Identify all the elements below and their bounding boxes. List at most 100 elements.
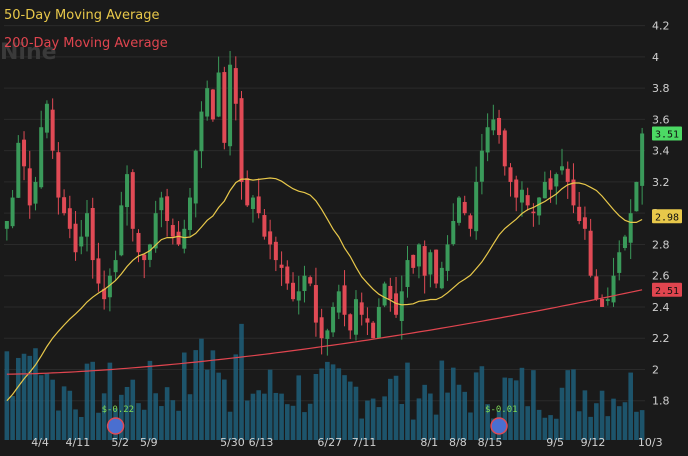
volume-bar: [159, 406, 164, 440]
candle-body: [153, 213, 158, 249]
x-tick-label: 8/1: [420, 436, 438, 449]
candle-body: [479, 150, 484, 182]
volume-bar: [147, 360, 153, 440]
candle-body: [365, 318, 370, 323]
candle-body: [371, 322, 376, 339]
candle-body: [456, 197, 461, 223]
candle-body: [147, 244, 152, 260]
candle-body: [474, 181, 479, 232]
candle-body: [308, 277, 313, 284]
x-tick-label: 8/8: [449, 436, 467, 449]
candle-body: [451, 221, 456, 245]
candle-body: [411, 254, 416, 268]
candle-body: [245, 178, 250, 206]
volume-bar: [61, 386, 67, 440]
volume-bar: [250, 393, 256, 440]
volume-bar: [445, 392, 450, 440]
dividend-label: $-0.22: [102, 405, 135, 415]
candle-body: [222, 72, 227, 143]
x-tick-label: 5/9: [140, 436, 158, 449]
candle-body: [399, 291, 404, 321]
candle-body: [256, 196, 261, 214]
candle-body: [313, 285, 318, 323]
candle-body: [588, 230, 593, 276]
candle-body: [342, 285, 347, 315]
volume-bar: [290, 405, 296, 440]
volume-bar: [176, 410, 181, 440]
volume-bar: [336, 368, 342, 440]
x-tick-label: 9/12: [581, 436, 606, 449]
candle-body: [268, 231, 273, 245]
candle-body: [445, 244, 450, 271]
ma200-badge-bg: [652, 282, 682, 297]
volume-bar: [307, 403, 313, 440]
candle-body: [514, 179, 519, 198]
volume-bar: [216, 372, 221, 440]
candle-body: [497, 117, 502, 136]
volume-bar: [67, 390, 73, 440]
volume-bar: [27, 355, 33, 440]
candle-body: [44, 103, 49, 133]
volume-bar: [365, 400, 370, 440]
candle-body: [159, 197, 164, 211]
candle-body: [394, 293, 399, 315]
volume-bar: [599, 390, 605, 440]
volume-bar: [370, 398, 376, 440]
ticker-watermark: Nine: [0, 40, 57, 65]
candle-body: [422, 246, 427, 276]
x-tick-label: 4/11: [66, 436, 91, 449]
candle-body: [560, 166, 565, 171]
candle-body: [302, 275, 307, 291]
candle-body: [611, 275, 616, 303]
volume-bar: [468, 412, 473, 440]
volume-bar: [279, 393, 284, 440]
candle-body: [142, 254, 147, 261]
candle-body: [577, 206, 582, 221]
volume-bar: [519, 367, 525, 440]
volume-bar: [319, 368, 324, 440]
volume-bar: [16, 357, 21, 440]
volume-bar: [542, 417, 548, 440]
volume-bar: [376, 407, 382, 440]
candle-body: [50, 109, 55, 151]
candle-body: [485, 127, 490, 153]
candle-body: [250, 197, 255, 209]
volume-bar: [405, 362, 410, 440]
volume-bar: [256, 390, 261, 440]
candle-body: [188, 197, 193, 231]
candle-body: [205, 88, 210, 117]
volume-bar: [21, 353, 27, 440]
ma50-badge: 2.98: [655, 212, 679, 223]
volume-bar: [473, 372, 479, 440]
y-tick-label: 3.2: [652, 176, 670, 189]
y-tick-label: 3.4: [652, 145, 670, 158]
volume-bar: [210, 350, 216, 440]
volume-bar: [588, 416, 593, 440]
volume-bar: [302, 412, 307, 440]
volume-bar: [433, 414, 439, 440]
volume-bar: [233, 354, 239, 440]
candle-body: [170, 225, 175, 237]
volume-bar: [56, 410, 61, 440]
volume-bar: [325, 361, 330, 440]
volume-bar: [313, 374, 319, 440]
candle-body: [39, 127, 44, 188]
volume-bar: [44, 373, 50, 440]
candle-body: [262, 215, 267, 237]
candle-body: [348, 314, 353, 331]
volume-bar: [559, 387, 565, 440]
candle-body: [182, 228, 187, 249]
legend-ma200: 200-Day Moving Average: [4, 36, 168, 51]
candle-body: [291, 282, 296, 300]
candle-body: [554, 174, 559, 187]
y-tick-label: 1.8: [652, 395, 670, 408]
volume-bar: [622, 402, 628, 440]
volume-bar: [634, 411, 639, 440]
candle-body: [273, 241, 278, 261]
volume-bar: [439, 360, 445, 440]
volume-bar: [96, 412, 101, 440]
last-price-badge-bg: [652, 126, 682, 141]
candle-body: [416, 244, 421, 267]
volume-bar: [616, 406, 622, 440]
